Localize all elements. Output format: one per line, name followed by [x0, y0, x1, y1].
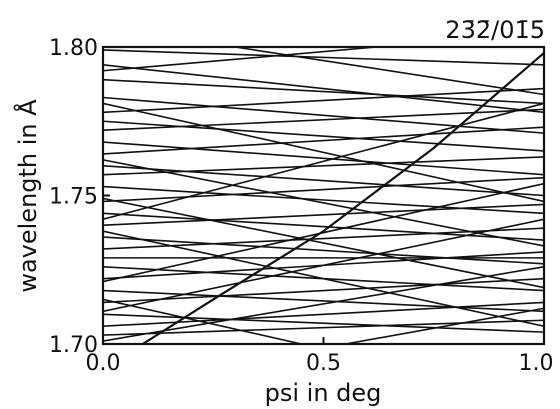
x-tick-label-2: 1.0: [519, 351, 554, 376]
series-line-8: [103, 126, 544, 155]
series-line-23: [103, 301, 544, 327]
series-line-20: [103, 289, 544, 313]
x-tick-label-0: 0.0: [86, 351, 121, 376]
series-line-2: [103, 78, 544, 105]
y-tick-label-0: 1.70: [49, 333, 98, 358]
series-line-27: [235, 47, 544, 96]
series-line-12: [103, 176, 544, 203]
series-line-37: [345, 307, 544, 344]
y-tick-label-1: 1.75: [49, 185, 98, 210]
series-line-29: [103, 102, 544, 203]
tick-layer: 0.0 0.5 1.0 1.70 1.75 1.80: [49, 36, 553, 376]
series-line-4: [103, 87, 544, 114]
series-line-1: [103, 64, 544, 114]
y-tick-label-2: 1.80: [49, 36, 98, 61]
series-line-32: [103, 265, 544, 342]
series-line-31: [103, 159, 544, 247]
series-line-21: [103, 277, 544, 304]
series-line-10: [103, 156, 544, 176]
series-line-steep: [142, 52, 544, 344]
series-line-7: [103, 141, 544, 176]
series-line-33: [103, 230, 544, 327]
series-line-14: [103, 203, 544, 226]
series-line-34: [103, 218, 544, 313]
series-line-36: [103, 298, 302, 344]
y-axis-label: wavelength in Å: [13, 99, 42, 293]
series-line-11: [103, 185, 544, 215]
series-line-26: [103, 47, 377, 72]
series-line-6: [103, 108, 544, 131]
x-axis-label: psi in deg: [265, 379, 382, 407]
series-layer: [103, 47, 544, 344]
series-line-9: [103, 165, 544, 197]
chart-title: 23̄2̄/01̄5̄: [445, 16, 545, 44]
series-line-25: [103, 49, 544, 66]
series-line-22: [103, 313, 544, 333]
series-line-28: [103, 102, 544, 221]
series-line-30: [103, 182, 544, 283]
series-line-15: [103, 236, 544, 265]
series-line-35: [103, 197, 544, 289]
series-line-24: [103, 319, 544, 336]
x-tick-label-1: 0.5: [306, 351, 341, 376]
series-line-13: [103, 212, 544, 241]
series-line-3: [103, 96, 544, 134]
